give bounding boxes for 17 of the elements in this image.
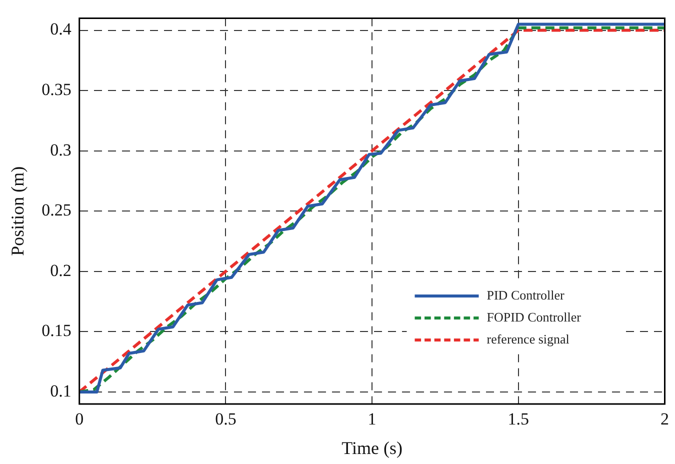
x-axis-title: Time (s): [342, 438, 402, 458]
y-tick-label: 0.15: [42, 321, 72, 340]
x-tick-label: 0.5: [215, 410, 236, 429]
legend-label: FOPID Controller: [486, 309, 582, 324]
x-tick-label: 1: [368, 410, 376, 429]
x-tick-label: 1.5: [508, 410, 530, 429]
y-tick-label: 0.3: [50, 140, 72, 160]
legend-label: PID Controller: [486, 287, 566, 302]
y-tick-label: 0.1: [50, 381, 72, 400]
y-tick-label: 0.2: [50, 260, 72, 280]
legend-label: reference signal: [486, 331, 570, 346]
y-tick-label: 0.25: [42, 200, 72, 220]
y-tick-label: 0.4: [50, 20, 72, 39]
x-tick-label: 2: [660, 410, 669, 429]
y-axis-title: Position (m): [8, 166, 28, 256]
x-tick-label: 0: [75, 410, 84, 429]
y-tick-label: 0.35: [42, 80, 72, 100]
